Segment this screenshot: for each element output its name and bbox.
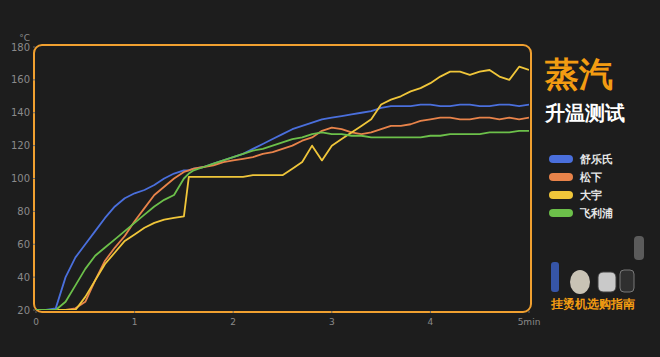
y-tick-label: 40 — [17, 272, 30, 283]
y-tick — [33, 47, 35, 48]
x-tick — [233, 311, 234, 313]
y-label: °C — [19, 33, 30, 43]
x-tick — [331, 311, 332, 313]
x-tick — [134, 311, 135, 313]
x-tick — [430, 311, 431, 313]
y-tick — [33, 112, 35, 113]
y-tick-label: 80 — [17, 206, 30, 217]
annotation: 挂烫机选购指南 — [550, 297, 635, 311]
y-tick-label: 100 — [11, 173, 30, 184]
y-tick — [33, 277, 35, 278]
x-tick — [529, 311, 530, 313]
legend-swatch — [549, 209, 573, 217]
legend-label: 飞利浦 — [579, 207, 613, 220]
series-line — [36, 131, 529, 310]
series-line — [36, 105, 529, 310]
plot-frame — [34, 45, 531, 312]
x-tick — [36, 311, 37, 313]
x-tick-label: 4 — [428, 317, 434, 327]
legend-swatch — [549, 173, 573, 181]
background — [0, 0, 660, 357]
y-tick — [33, 310, 35, 311]
x-tick-label: 1 — [132, 317, 138, 327]
legend-label: 松下 — [579, 171, 602, 184]
legend-label: 舒乐氏 — [579, 153, 613, 166]
y-tick-label: 160 — [11, 74, 30, 85]
chart: 20 40 60 80 100 120 140 160 180°C 0 1 2 3 4 5min 蒸汽升温测试… — [0, 0, 660, 357]
subtitle: 升温测试 — [544, 101, 625, 125]
series-line — [36, 118, 529, 310]
y-tick — [33, 178, 35, 179]
y-tick — [33, 79, 35, 80]
title: 蒸汽 — [544, 54, 613, 94]
legend-swatch — [549, 191, 573, 199]
legend-label: 大宇 — [580, 189, 602, 202]
y-tick — [33, 211, 35, 212]
product-icons — [551, 236, 644, 294]
y-tick-label: 140 — [11, 107, 30, 118]
x-tick-label: 0 — [33, 317, 39, 327]
y-tick — [33, 145, 35, 146]
y-tick — [33, 244, 35, 245]
y-tick-label: 20 — [17, 305, 30, 316]
x-tick-label: 3 — [329, 317, 335, 327]
series-line — [36, 67, 529, 310]
y-tick-label: 180 — [11, 42, 30, 53]
lines — [36, 67, 529, 310]
legend-swatch — [549, 155, 573, 163]
x-tick-label: 2 — [230, 317, 236, 327]
x-tick-label: 5min — [518, 317, 541, 327]
y-tick-label: 60 — [17, 239, 30, 250]
y-tick-label: 120 — [11, 140, 30, 151]
